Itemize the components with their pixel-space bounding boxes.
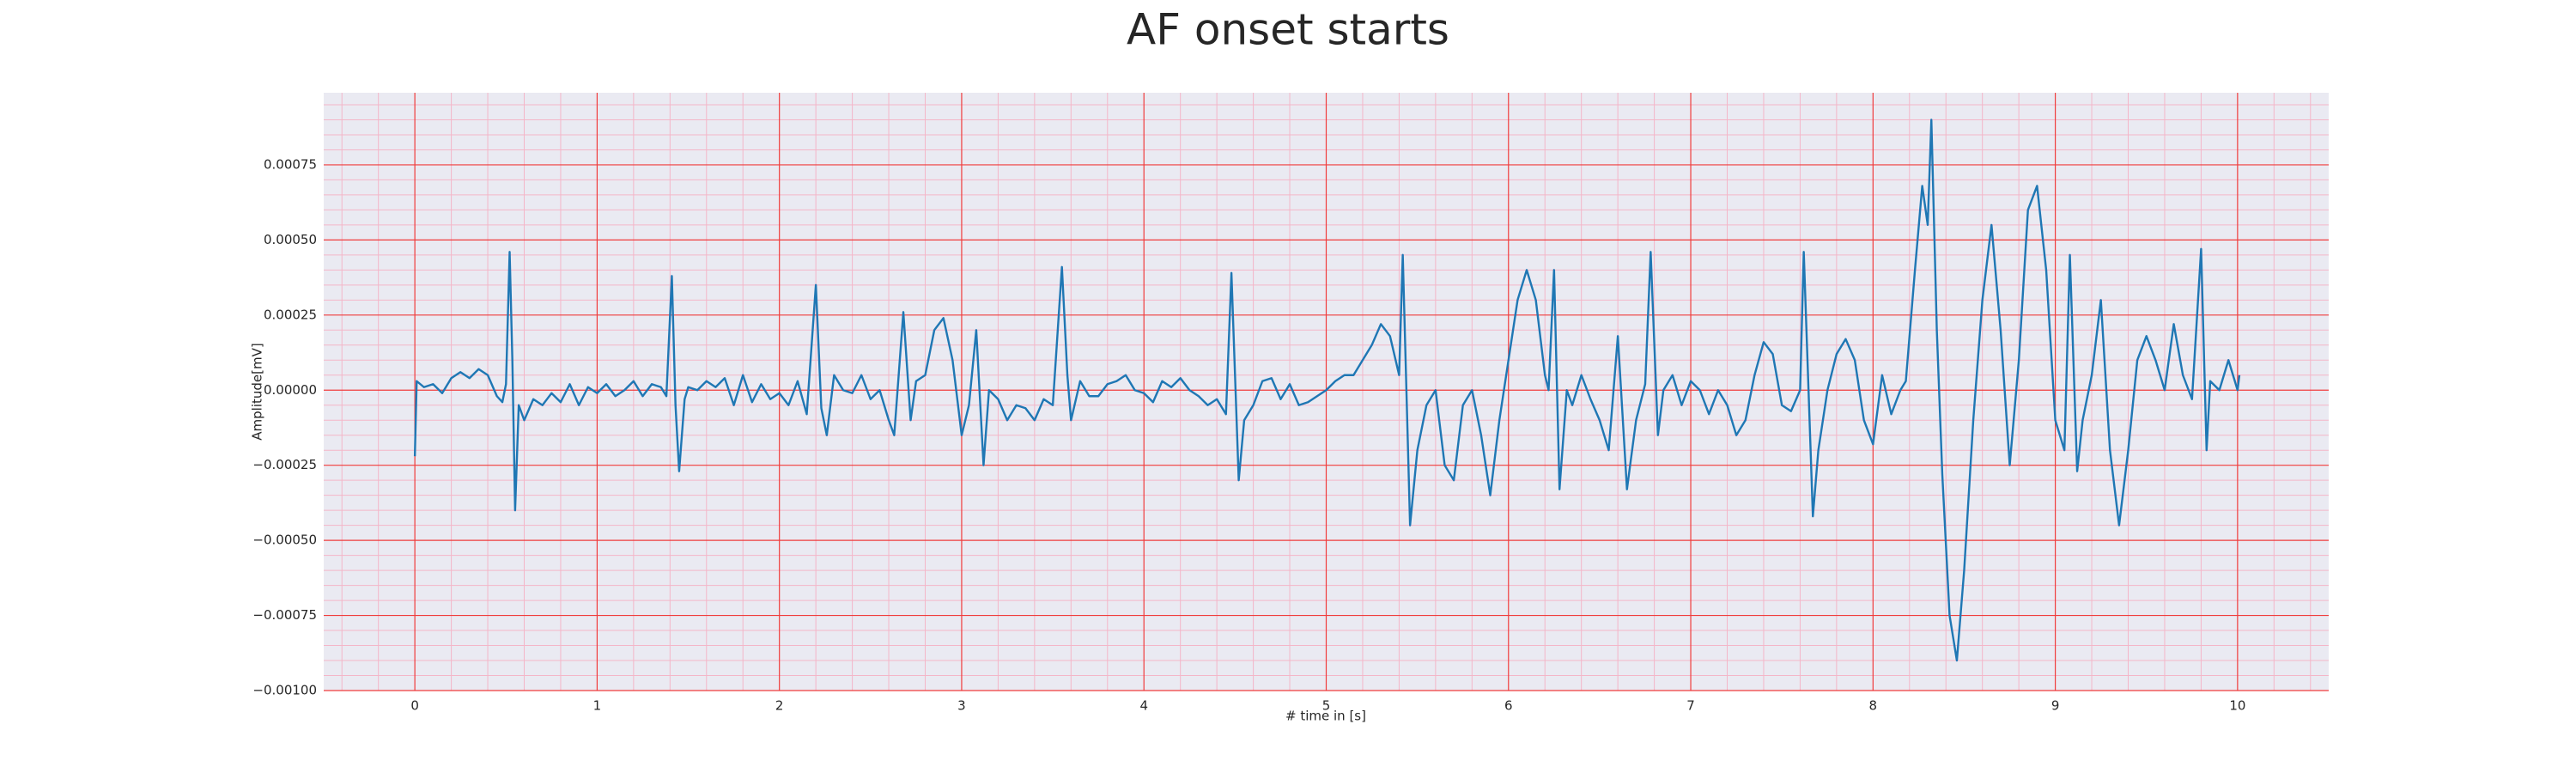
x-tick-label: 1 bbox=[593, 698, 602, 714]
x-tick-label: 9 bbox=[2051, 698, 2060, 714]
signal-line bbox=[413, 119, 2241, 662]
x-tick-label: 8 bbox=[1869, 698, 1878, 714]
chart-title: AF onset starts bbox=[1127, 5, 1449, 55]
x-tick-label: 6 bbox=[1504, 698, 1513, 714]
y-tick-label: 0.00025 bbox=[264, 307, 317, 322]
y-tick-label: −0.00050 bbox=[252, 533, 317, 548]
y-tick-label: −0.00025 bbox=[252, 457, 317, 472]
x-tick-label: 5 bbox=[1322, 698, 1331, 714]
y-tick-label: 0.00000 bbox=[264, 382, 317, 398]
x-tick-label: 0 bbox=[410, 698, 419, 714]
y-tick-label: 0.00075 bbox=[264, 156, 317, 172]
y-tick-label: −0.00075 bbox=[252, 607, 317, 623]
x-tick-label: 2 bbox=[775, 698, 784, 714]
x-tick-label: 3 bbox=[957, 698, 966, 714]
x-axis-label: # time in [s] bbox=[1285, 709, 1366, 724]
y-axis-label: Amplitude[mV] bbox=[250, 343, 265, 440]
x-tick-label: 10 bbox=[2229, 698, 2245, 714]
y-tick-label: 0.00050 bbox=[264, 232, 317, 247]
x-tick-label: 7 bbox=[1686, 698, 1695, 714]
y-tick-label: −0.00100 bbox=[252, 683, 317, 698]
x-tick-label: 4 bbox=[1139, 698, 1148, 714]
